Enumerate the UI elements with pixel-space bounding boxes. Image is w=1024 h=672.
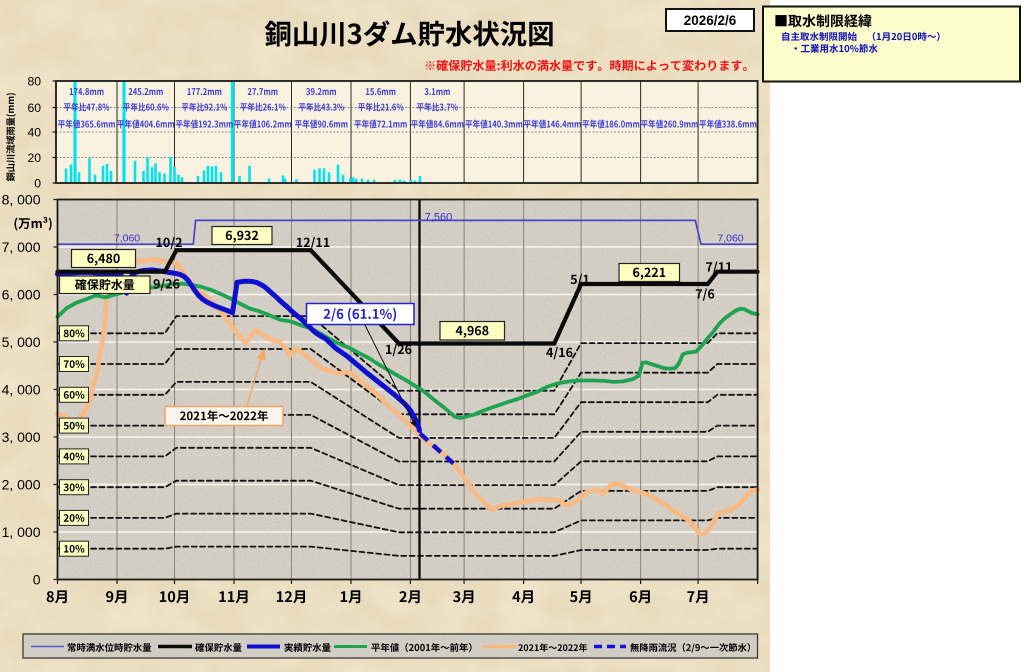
svg-text:6, 000: 6, 000 (2, 287, 41, 303)
svg-text:7,060: 7,060 (717, 233, 743, 245)
svg-text:7, 000: 7, 000 (2, 239, 41, 255)
svg-text:8, 000: 8, 000 (2, 192, 41, 208)
svg-text:5, 000: 5, 000 (2, 334, 41, 350)
svg-text:80: 80 (27, 74, 41, 88)
svg-text:0: 0 (34, 176, 41, 190)
svg-text:20: 20 (27, 151, 41, 165)
svg-text:0: 0 (33, 572, 41, 588)
svg-text:1, 000: 1, 000 (2, 524, 41, 540)
svg-text:7,560: 7,560 (425, 212, 453, 224)
svg-text:2, 000: 2, 000 (2, 477, 41, 493)
svg-text:3, 000: 3, 000 (2, 429, 41, 445)
svg-text:7,060: 7,060 (114, 233, 140, 245)
svg-text:2026/2/6: 2026/2/6 (684, 13, 737, 28)
svg-text:4, 000: 4, 000 (2, 382, 41, 398)
svg-text:40: 40 (27, 125, 41, 139)
svg-text:60: 60 (27, 101, 41, 115)
